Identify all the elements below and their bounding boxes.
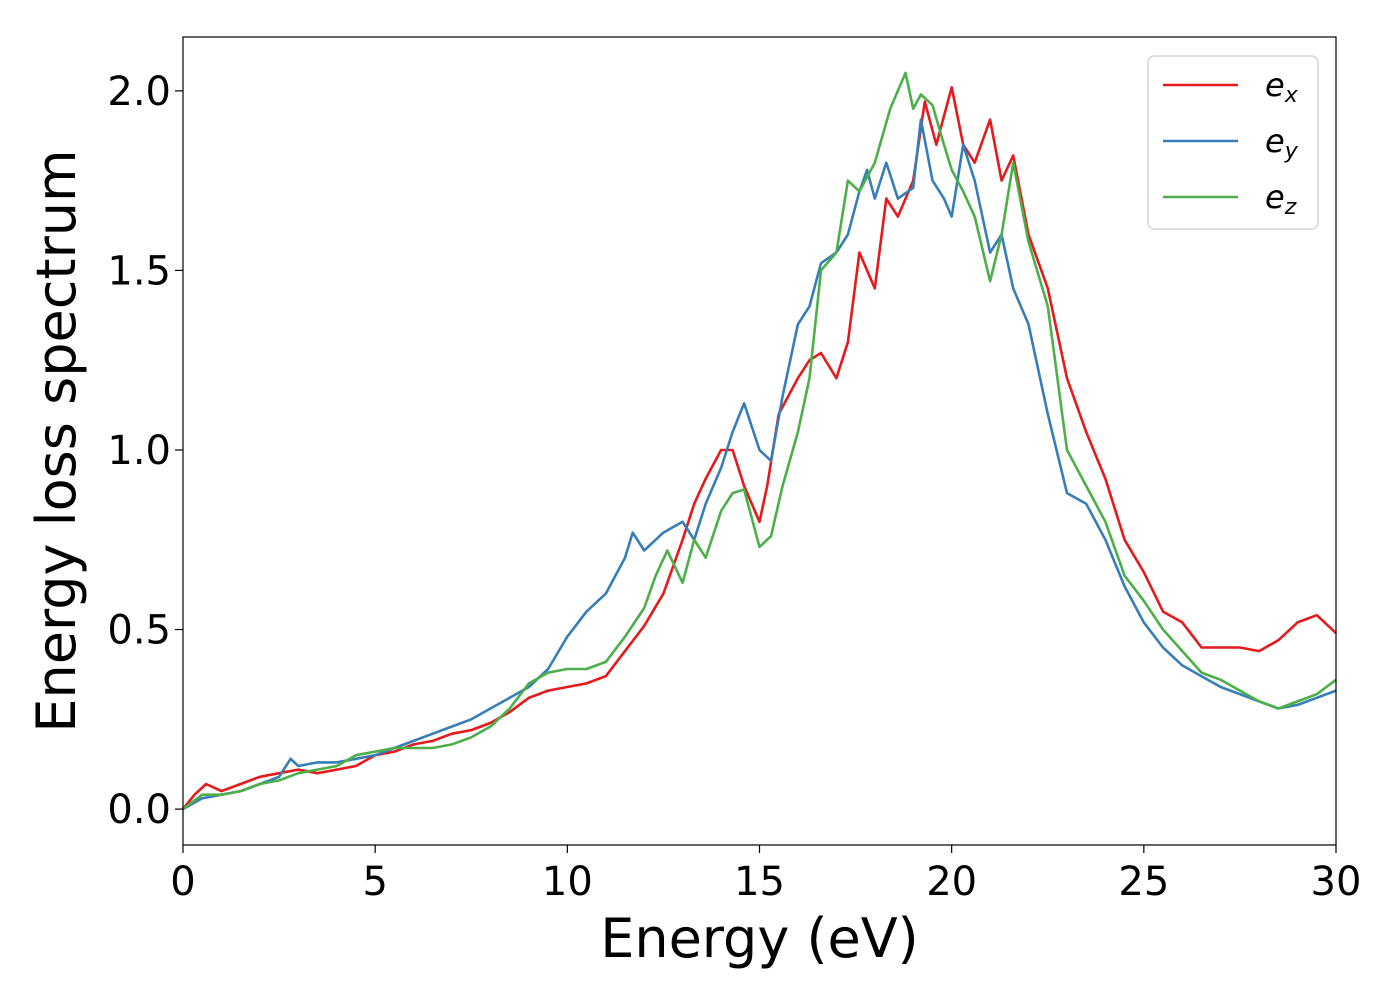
- legend-label-z: ez: [1265, 178, 1297, 220]
- y-axis-label: Energy loss spectrum: [25, 149, 88, 732]
- y-tick-label: 0.0: [107, 787, 171, 833]
- legend-box: [1147, 55, 1319, 230]
- x-tick-label: 15: [734, 859, 785, 905]
- x-tick-label: 10: [542, 859, 593, 905]
- y-axis-ticks: 0.0 0.5 1.0 1.5 2.0: [107, 69, 183, 833]
- y-tick-label: 0.5: [107, 608, 171, 654]
- plot-lines: [181, 71, 1337, 811]
- y-tick-label: 1.5: [107, 248, 171, 294]
- legend: ex ey ez: [1147, 55, 1319, 230]
- x-axis-label: Energy (eV): [600, 907, 919, 970]
- y-tick-label: 1.0: [107, 428, 171, 474]
- y-tick-label: 2.0: [107, 69, 171, 115]
- x-tick-label: 5: [362, 859, 387, 905]
- series-line-z: [182, 71, 1337, 811]
- legend-label-x: ex: [1265, 66, 1299, 108]
- legend-label-y: ey: [1265, 122, 1299, 164]
- x-tick-label: 20: [926, 859, 977, 905]
- x-tick-label: 25: [1118, 859, 1169, 905]
- x-axis-ticks: 0 5 10 15 20 25 30: [170, 845, 1361, 905]
- x-tick-label: 30: [1311, 859, 1362, 905]
- x-tick-label: 0: [170, 859, 195, 905]
